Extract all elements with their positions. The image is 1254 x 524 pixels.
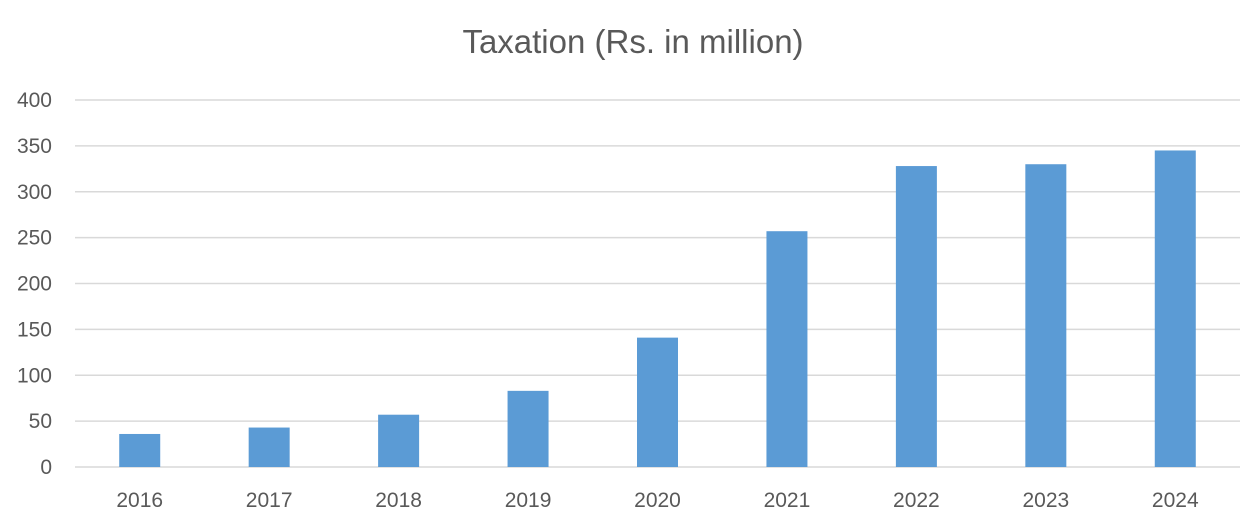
x-tick-label: 2019 (505, 489, 552, 512)
bar-2019 (507, 390, 549, 467)
x-tick-label: 2016 (116, 489, 163, 512)
x-axis-ticks: 2016 2017 2018 2019 2020 2021 2022 2023 2024 (116, 489, 1199, 512)
y-axis-ticks: 0 50 100 150 200 250 300 350 400 (17, 89, 52, 479)
y-tick-label: 50 (29, 410, 52, 433)
bars (119, 150, 1196, 467)
y-tick-label: 200 (17, 273, 52, 296)
x-tick-label: 2022 (893, 489, 940, 512)
x-tick-label: 2017 (246, 489, 293, 512)
gridlines (75, 99, 1240, 468)
chart-title: Taxation (Rs. in million) (462, 23, 803, 60)
bar-2023 (1025, 164, 1067, 467)
y-tick-label: 400 (17, 89, 52, 112)
bar-2017 (248, 427, 290, 467)
y-tick-label: 0 (40, 456, 52, 479)
bar-2021 (766, 231, 808, 467)
bar-2022 (895, 166, 937, 467)
x-tick-label: 2018 (375, 489, 422, 512)
y-tick-label: 100 (17, 364, 52, 387)
bar-2016 (119, 433, 161, 467)
bar-2024 (1154, 150, 1196, 467)
x-tick-label: 2023 (1022, 489, 1069, 512)
bar-2020 (637, 337, 678, 467)
x-tick-label: 2024 (1152, 489, 1199, 512)
y-tick-label: 350 (17, 135, 52, 158)
x-tick-label: 2021 (764, 489, 811, 512)
y-tick-label: 300 (17, 181, 52, 204)
x-tick-label: 2020 (634, 489, 681, 512)
bar-2018 (378, 414, 420, 467)
y-tick-label: 250 (17, 227, 52, 250)
y-tick-label: 150 (17, 318, 52, 341)
